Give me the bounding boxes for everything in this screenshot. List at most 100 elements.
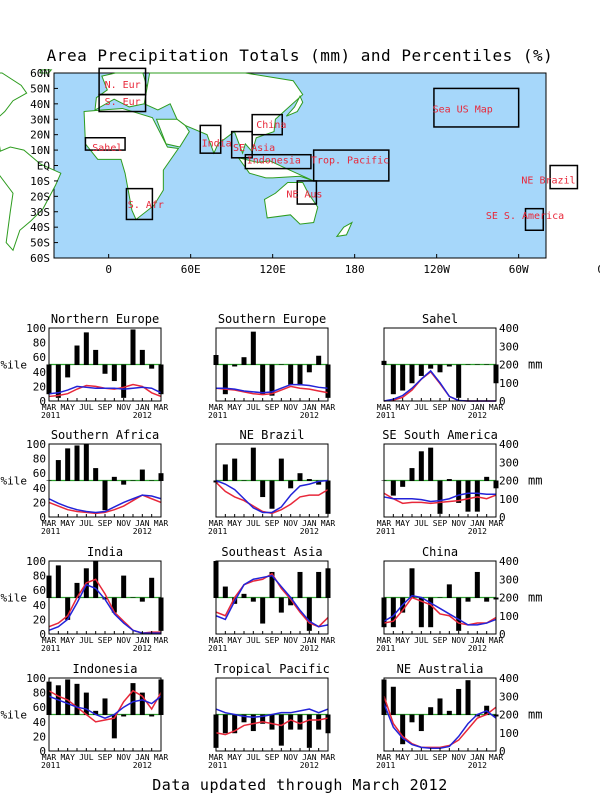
- month-tick-label: NOV: [116, 753, 131, 762]
- percentile-bar: [278, 714, 284, 746]
- month-tick-label: SEP: [433, 753, 448, 762]
- map-lat-label: 60S: [30, 252, 50, 265]
- map-region-label: Sea US Map: [433, 104, 493, 115]
- percentile-bar: [400, 714, 406, 745]
- month-tick-label: MAY: [395, 403, 410, 412]
- red-series-line: [215, 717, 329, 736]
- month-tick-label: JUL: [246, 636, 261, 645]
- percentile-bar: [306, 714, 312, 748]
- percentile-bar: [409, 468, 415, 481]
- chart-title: NE Australia: [397, 662, 484, 676]
- percentile-bar: [232, 458, 238, 481]
- right-axis-tick-label: 400: [499, 322, 519, 335]
- chart-title: China: [422, 545, 458, 559]
- month-tick-label: MAR: [154, 403, 169, 412]
- year-label: 2011: [208, 644, 227, 653]
- percentile-bar: [121, 575, 127, 598]
- percentile-bar: [269, 571, 275, 598]
- chart-title: Southeast Asia: [221, 545, 322, 559]
- percentile-bar: [465, 364, 471, 365]
- percentile-bar: [446, 710, 452, 715]
- month-tick-label: MAR: [42, 519, 57, 528]
- map-lon-label: 60W: [509, 263, 529, 276]
- month-tick-label: NOV: [451, 519, 466, 528]
- month-tick-label: JAN: [470, 519, 485, 528]
- left-axis-tick-label: 100: [26, 555, 46, 568]
- percentile-bar: [102, 364, 108, 374]
- percentile-bar: [306, 597, 312, 631]
- blue-series-line: [48, 494, 162, 514]
- year-label: 2012: [300, 644, 319, 653]
- map-region-label: China: [256, 120, 286, 131]
- right-axis-label: mm: [528, 708, 542, 722]
- month-tick-label: SEP: [265, 403, 280, 412]
- percentile-bar: [288, 714, 294, 730]
- percentile-bar: [316, 355, 322, 365]
- month-tick-label: JUL: [414, 403, 429, 412]
- map-region-label: India: [202, 138, 232, 149]
- percentile-bar: [409, 364, 415, 384]
- month-tick-label: JUL: [246, 403, 261, 412]
- percentile-bar: [93, 468, 99, 481]
- percentile-bar: [288, 597, 294, 606]
- left-axis-tick-label: 100: [26, 672, 46, 685]
- month-tick-label: JUL: [414, 636, 429, 645]
- percentile-bar: [269, 480, 275, 509]
- blue-series-line: [48, 385, 162, 395]
- percentile-bar: [288, 364, 294, 385]
- percentile-bar: [149, 577, 155, 598]
- chart-title: Southern Europe: [218, 312, 326, 326]
- year-label: 2012: [133, 644, 152, 653]
- map-lon-label: 0: [105, 263, 112, 276]
- percentile-bar: [297, 473, 303, 481]
- map-region-label: Trop. Pacific: [311, 155, 389, 166]
- percentile-bar: [222, 714, 228, 734]
- map-lat-label: 60N: [30, 67, 50, 80]
- month-tick-label: JAN: [470, 636, 485, 645]
- percentile-bar: [241, 714, 247, 723]
- land-africa: [83, 107, 180, 221]
- right-axis-tick-label: 300: [499, 573, 519, 586]
- percentile-bar: [474, 571, 480, 598]
- month-tick-label: JAN: [302, 519, 317, 528]
- chart-title: Northern Europe: [51, 312, 159, 326]
- month-tick-label: MAY: [60, 519, 75, 528]
- map-region-box: [98, 93, 147, 113]
- data-updated-note: Data updated through March 2012: [152, 776, 448, 794]
- left-axis-tick-label: 20: [33, 613, 46, 626]
- month-tick-label: JAN: [135, 753, 150, 762]
- percentile-bar: [121, 714, 127, 717]
- month-tick-label: MAR: [377, 519, 392, 528]
- left-axis-tick-label: 20: [33, 730, 46, 743]
- page-title: Area Precipitation Totals (mm) and Perce…: [46, 46, 554, 65]
- map-lat-label: 30S: [30, 206, 50, 219]
- map-region-box: [125, 187, 154, 221]
- percentile-bar: [428, 597, 434, 628]
- percentile-bar: [418, 451, 424, 481]
- month-tick-label: NOV: [451, 753, 466, 762]
- month-tick-label: MAY: [60, 753, 75, 762]
- percentile-bar: [428, 707, 434, 715]
- red-series-line: [215, 481, 329, 515]
- right-axis-tick-label: 100: [499, 610, 519, 623]
- left-axis-tick-label: 100: [26, 322, 46, 335]
- month-tick-label: SEP: [265, 753, 280, 762]
- blue-series-line: [215, 479, 329, 514]
- percentile-bar: [316, 480, 322, 485]
- year-label: 2012: [468, 644, 487, 653]
- percentile-bar: [222, 586, 228, 598]
- year-label: 2011: [376, 761, 395, 770]
- land-greenland: [39, 69, 53, 74]
- percentile-bar: [456, 597, 462, 631]
- year-label: 2012: [133, 411, 152, 420]
- month-tick-label: MAR: [209, 636, 224, 645]
- month-tick-label: NOV: [283, 636, 298, 645]
- month-tick-label: JAN: [135, 636, 150, 645]
- month-tick-label: MAY: [395, 753, 410, 762]
- map-lon-label: 120E: [259, 263, 286, 276]
- percentile-bar: [465, 480, 471, 512]
